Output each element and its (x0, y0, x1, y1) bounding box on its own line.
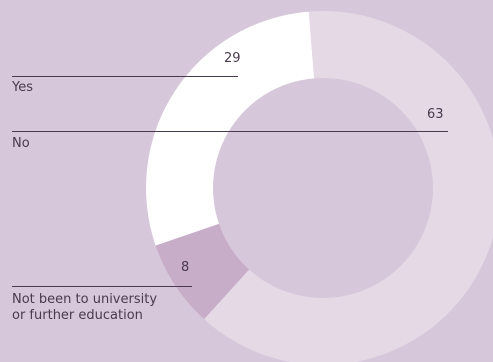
value-label-no: 63 (427, 107, 444, 122)
slice-yes (146, 11, 315, 246)
category-label-not-been: Not been to university or further educat… (12, 292, 158, 323)
value-label-yes: 29 (224, 51, 241, 66)
value-label-not-been: 8 (181, 260, 190, 275)
leader-line-not-been (12, 286, 192, 287)
leader-line-yes (12, 76, 238, 77)
category-label-yes: Yes (12, 80, 33, 95)
slice-no (204, 11, 493, 362)
slice-not-been (155, 223, 250, 320)
leader-line-no (12, 131, 448, 132)
category-label-no: No (12, 136, 30, 151)
